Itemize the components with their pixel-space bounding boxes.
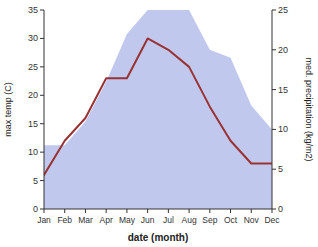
x-tick xyxy=(126,209,127,213)
x-tick-label: Jun xyxy=(141,215,155,225)
y2-tick xyxy=(272,209,276,210)
x-tick xyxy=(189,209,190,213)
x-tick xyxy=(209,209,210,213)
y-tick xyxy=(40,66,44,67)
x-axis-line xyxy=(44,209,272,210)
chart: 0 5 10 15 20 25 30 35 0 5 10 15 20 25 Jan Feb Mar Apr May J… xyxy=(0,0,318,247)
y-tick xyxy=(40,209,44,210)
x-tick-label: Dec xyxy=(264,215,280,225)
x-tick-label: Sep xyxy=(202,215,217,225)
y-tick-label: 0 xyxy=(33,204,38,214)
x-tick xyxy=(44,209,45,213)
y2-tick xyxy=(272,129,276,130)
y2-axis-label: med. precipitation (kg/m2) xyxy=(304,57,314,161)
y2-tick xyxy=(272,10,276,11)
y-tick xyxy=(40,180,44,181)
y2-tick-label: 5 xyxy=(278,164,283,174)
x-tick xyxy=(106,209,107,213)
y-tick xyxy=(40,95,44,96)
x-tick-label: May xyxy=(119,215,136,225)
x-tick xyxy=(147,209,148,213)
x-tick-label: Jan xyxy=(37,215,51,225)
x-tick xyxy=(64,209,65,213)
y2-tick-label: 25 xyxy=(278,5,288,15)
x-tick-label: Nov xyxy=(244,215,260,225)
y-tick-label: 5 xyxy=(33,176,38,186)
y2-axis-line xyxy=(272,10,273,209)
y-axis-label: max temp (C) xyxy=(3,82,13,137)
x-tick xyxy=(272,209,273,213)
y-tick-label: 20 xyxy=(28,90,38,100)
x-tick xyxy=(85,209,86,213)
y-tick-label: 10 xyxy=(28,147,38,157)
y-tick-label: 35 xyxy=(28,5,38,15)
y-tick-label: 30 xyxy=(28,33,38,43)
y2-tick-label: 0 xyxy=(278,204,283,214)
x-tick-label: Aug xyxy=(182,215,197,225)
x-tick-label: Apr xyxy=(100,215,113,225)
y-tick xyxy=(40,123,44,124)
x-tick-label: Mar xyxy=(78,215,93,225)
y-tick-label: 15 xyxy=(28,119,38,129)
y2-tick xyxy=(272,169,276,170)
plot-area xyxy=(44,10,272,209)
x-tick-label: Feb xyxy=(57,215,72,225)
y-tick xyxy=(40,10,44,11)
y2-tick xyxy=(272,49,276,50)
y2-tick-label: 20 xyxy=(278,45,288,55)
x-tick xyxy=(251,209,252,213)
x-tick-label: Oct xyxy=(224,215,238,225)
temperature-line xyxy=(44,38,272,174)
x-tick xyxy=(168,209,169,213)
y2-tick-label: 10 xyxy=(278,124,288,134)
x-axis-label: date (month) xyxy=(128,232,189,243)
y-axis-line xyxy=(44,10,45,209)
y2-tick-label: 15 xyxy=(278,85,288,95)
precipitation-area xyxy=(44,10,272,209)
x-tick xyxy=(230,209,231,213)
y-tick xyxy=(40,38,44,39)
y-tick-label: 25 xyxy=(28,62,38,72)
x-tick-label: Jul xyxy=(163,215,174,225)
y-tick xyxy=(40,152,44,153)
y2-tick xyxy=(272,89,276,90)
